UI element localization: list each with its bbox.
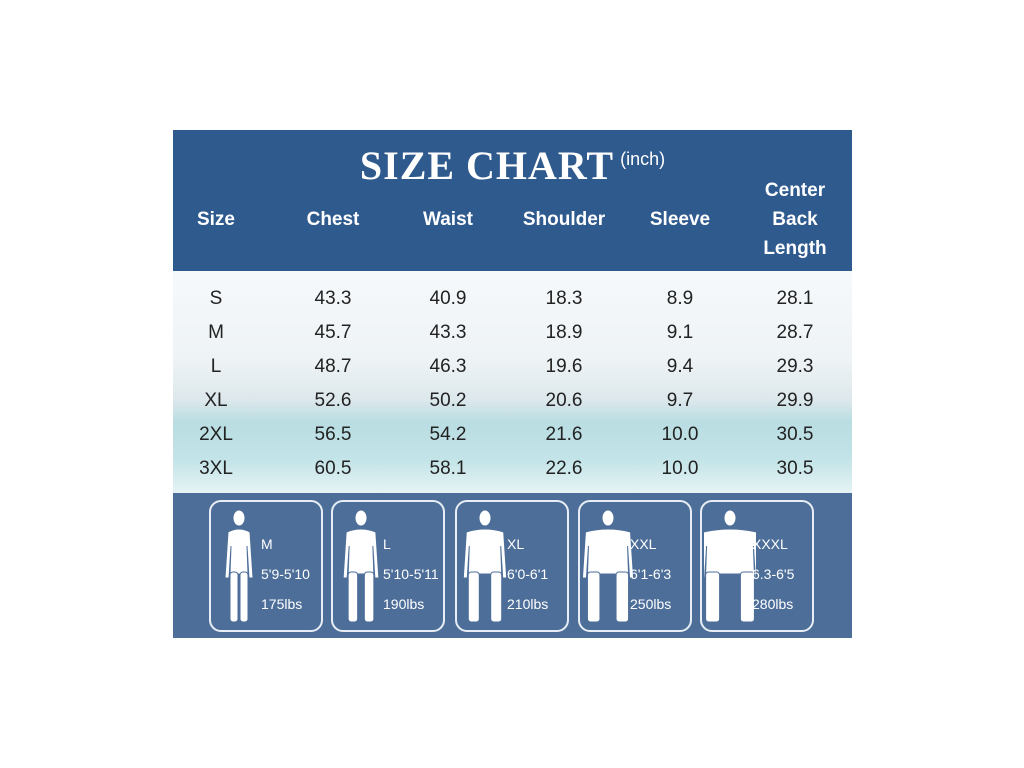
cell: 18.9 (545, 322, 583, 343)
model-card: XXL 6'1-6'3 250lbs (578, 500, 692, 632)
cell: 46.3 (429, 356, 467, 377)
cell: 29.3 (776, 356, 814, 377)
column-header: Waist (423, 209, 473, 230)
cell: 9.4 (666, 356, 694, 377)
cell: 9.7 (666, 390, 694, 411)
model-size: XXXL (752, 536, 788, 552)
silhouette (582, 509, 634, 623)
model-size: M (261, 536, 273, 552)
cell: 30.5 (776, 458, 814, 479)
cell: 21.6 (545, 424, 583, 445)
model-height: 6'0-6'1 (507, 566, 549, 582)
header: SIZE CHART (inch) Size Chest Waist Shoulder S… (173, 130, 852, 271)
model-weight: 190lbs (383, 596, 425, 612)
cell: 28.1 (776, 288, 814, 309)
cell: 43.3 (314, 288, 352, 309)
model-card: XL 6'0-6'1 210lbs (455, 500, 569, 632)
model-weight: 210lbs (507, 596, 549, 612)
cell: 52.6 (314, 390, 352, 411)
title-block: SIZE CHART (inch) (173, 142, 852, 189)
cell: 60.5 (314, 458, 352, 479)
cell: L (210, 356, 222, 377)
model-card: XXXL 6.3-6'5 280lbs (700, 500, 814, 632)
column-header: Size (196, 209, 236, 230)
title: SIZE CHART (359, 143, 615, 188)
model-size: XXL (630, 536, 657, 552)
silhouette (224, 509, 254, 623)
cell: 54.2 (429, 424, 467, 445)
silhouette (462, 509, 508, 623)
column-header: Center Back Length (763, 180, 827, 259)
column-header: Shoulder (522, 209, 606, 230)
model-weight: 280lbs (752, 596, 794, 612)
model-size: L (383, 536, 391, 552)
cell: S (209, 288, 223, 309)
model-weight: 250lbs (630, 596, 672, 612)
model-weight: 175lbs (261, 596, 303, 612)
silhouette (342, 509, 380, 623)
column-header: Chest (306, 209, 360, 230)
model-strip: M 5'9-5'10 175lbs L 5'10-5'11 190lbs XL 6'0-6… (173, 493, 852, 638)
model-size: XL (507, 536, 525, 552)
cell: 28.7 (776, 322, 814, 343)
cell: 2XL (199, 424, 233, 445)
cell: 9.1 (666, 322, 694, 343)
model-height: 6.3-6'5 (752, 566, 795, 582)
model-height: 5'9-5'10 (261, 566, 310, 582)
cell: 19.6 (545, 356, 583, 377)
cell: 29.9 (776, 390, 814, 411)
table: S 43.3 40.9 18.3 8.9 28.1 M 45.7 43.3 18.9 9.1 28.7… (173, 271, 852, 493)
cell: 43.3 (429, 322, 467, 343)
size-chart: SIZE CHART (inch) Size Chest Waist Shoulder S… (173, 130, 852, 638)
silhouette (704, 509, 756, 623)
cell: 56.5 (314, 424, 352, 445)
cell: M (208, 322, 224, 343)
cell: 58.1 (429, 458, 467, 479)
cell: 10.0 (661, 458, 699, 479)
cell: 18.3 (545, 288, 583, 309)
cell: 20.6 (545, 390, 583, 411)
cell: 50.2 (429, 390, 467, 411)
cell: 45.7 (314, 322, 352, 343)
cell: 40.9 (429, 288, 467, 309)
cell: 10.0 (661, 424, 699, 445)
model-height: 5'10-5'11 (383, 566, 439, 582)
cell: 22.6 (545, 458, 583, 479)
column-header: Sleeve (649, 209, 711, 230)
unit: (inch) (620, 149, 666, 169)
model-height: 6'1-6'3 (630, 566, 672, 582)
cell: XL (204, 390, 228, 411)
cell: 30.5 (776, 424, 814, 445)
cell: 3XL (199, 458, 233, 479)
cell: 8.9 (666, 288, 694, 309)
model-card: L 5'10-5'11 190lbs (331, 500, 445, 632)
cell: 48.7 (314, 356, 352, 377)
model-card: M 5'9-5'10 175lbs (209, 500, 323, 632)
